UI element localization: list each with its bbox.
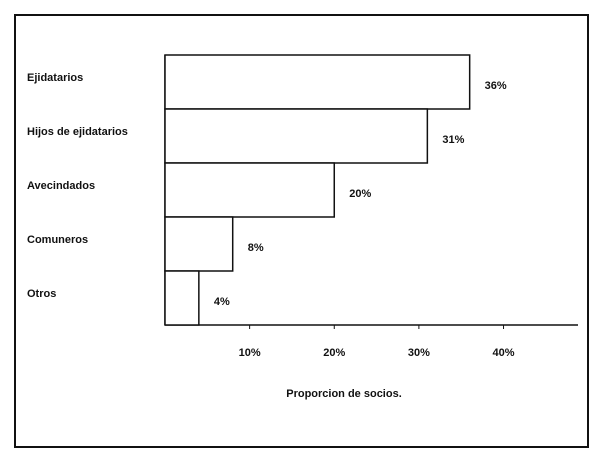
x-tick-label: 10%: [239, 347, 261, 359]
value-label: 31%: [442, 134, 464, 146]
bar: [164, 54, 471, 110]
x-axis-label: Proporcion de socios.: [286, 388, 402, 400]
bar: [164, 108, 429, 164]
value-label: 8%: [248, 242, 264, 254]
value-label: 4%: [214, 296, 230, 308]
y-tick-label: Comuneros: [27, 234, 89, 246]
bar: [164, 216, 234, 272]
y-tick-label: Avecindados: [27, 180, 96, 192]
value-label: 36%: [485, 80, 507, 92]
y-tick-label: Hijos de ejidatarios: [27, 126, 128, 138]
value-label: 20%: [349, 188, 371, 200]
bar: [164, 270, 200, 326]
x-tick-label: 40%: [493, 347, 515, 359]
bar: [164, 162, 336, 218]
x-tick-label: 30%: [408, 347, 430, 359]
frame: [14, 14, 589, 448]
y-tick-label: Ejidatarios: [27, 72, 84, 84]
y-tick-label: Otros: [27, 288, 57, 300]
x-tick-label: 20%: [323, 347, 345, 359]
